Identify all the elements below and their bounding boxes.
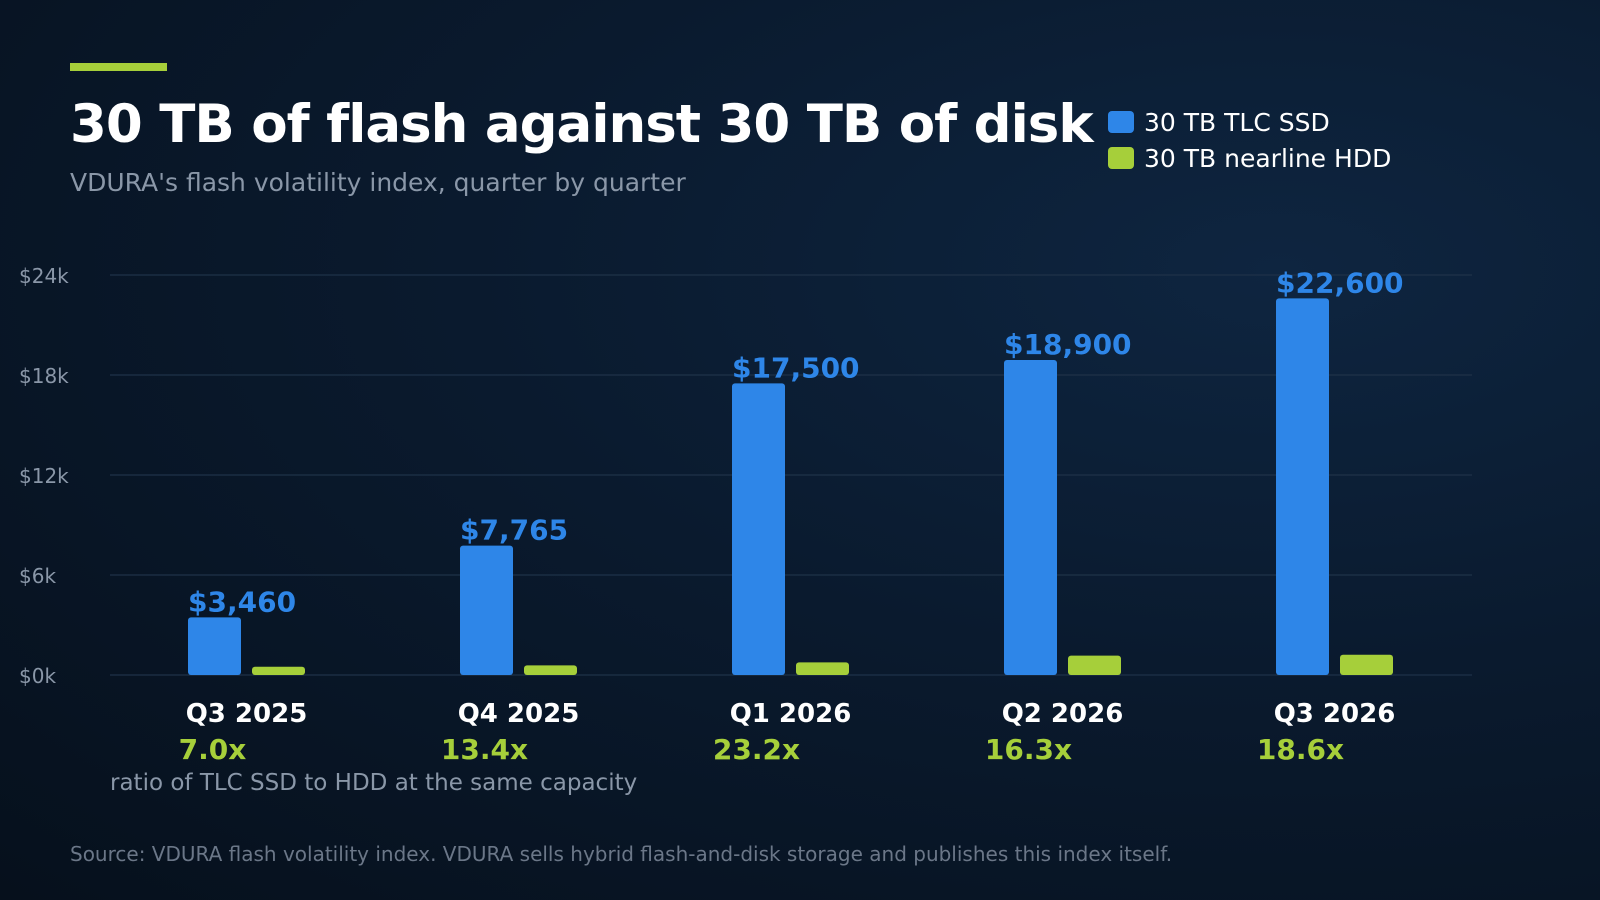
bar-value-label: $22,600 [1276,266,1404,299]
accent-bar [70,63,167,71]
x-tick-label: Q4 2025 [458,699,580,729]
x-tick-label: Q3 2026 [1274,699,1396,729]
ratio-label: 23.2x [713,733,800,766]
legend-swatch-hdd [1108,147,1134,169]
bar-hdd [1340,654,1393,675]
legend-item-hdd: 30 TB nearline HDD [1108,140,1391,176]
legend-label-hdd: 30 TB nearline HDD [1144,143,1392,173]
x-tick-label: Q3 2025 [186,699,308,729]
legend: 30 TB TLC SSD 30 TB nearline HDD [1108,104,1391,176]
bar-hdd [524,665,577,675]
x-tick-label: Q1 2026 [730,699,852,729]
y-tick-label: $0k [19,664,56,688]
bar-ssd [460,545,513,675]
legend-swatch-ssd [1108,111,1134,133]
bar-hdd [1068,655,1121,675]
ratio-label: 18.6x [1257,733,1344,766]
bar-ssd [1004,360,1057,675]
ratio-label: 13.4x [441,733,528,766]
chart-title: 30 TB of flash against 30 TB of disk [70,94,1094,155]
bar-hdd [252,666,305,675]
source-note: Source: VDURA flash volatility index. VD… [70,842,1173,866]
bar-value-label: $17,500 [732,351,860,384]
legend-item-ssd: 30 TB TLC SSD [1108,104,1391,140]
ratio-note: ratio of TLC SSD to HDD at the same capa… [110,770,638,796]
bar-ssd [1276,298,1329,675]
y-tick-label: $6k [19,564,56,588]
bar-value-label: $3,460 [188,585,296,618]
ratio-label: 7.0x [179,733,247,766]
bar-ssd [732,383,785,675]
bar-value-label: $7,765 [460,514,568,547]
bar-value-label: $18,900 [1004,328,1132,361]
y-tick-label: $12k [19,464,69,488]
legend-label-ssd: 30 TB TLC SSD [1144,107,1330,137]
y-tick-label: $18k [19,364,69,388]
chart-subtitle: VDURA's flash volatility index, quarter … [70,168,686,197]
ratio-label: 16.3x [985,733,1072,766]
y-tick-label: $24k [19,264,69,288]
x-tick-label: Q2 2026 [1002,699,1124,729]
bar-ssd [188,617,241,675]
bar-hdd [796,662,849,675]
